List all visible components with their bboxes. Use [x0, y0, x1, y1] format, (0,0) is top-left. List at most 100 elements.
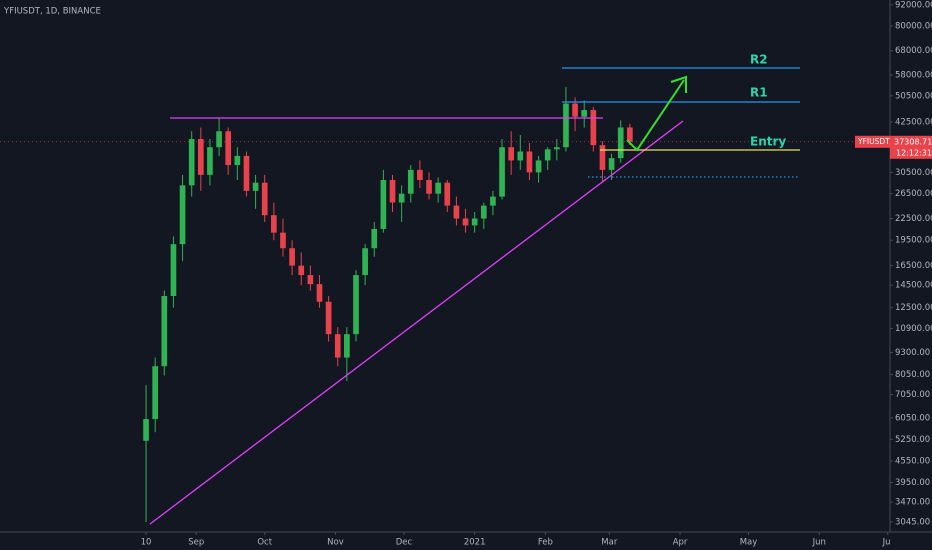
- candle-body: [453, 205, 460, 219]
- x-tick-label: Oct: [257, 538, 272, 548]
- candle-body: [362, 248, 368, 276]
- y-tick-label: 80000.00: [895, 22, 932, 32]
- y-tick-label: 6050.00: [895, 413, 930, 423]
- candle-body: [508, 147, 515, 161]
- candle-body: [152, 366, 159, 420]
- drawings: R2 R1 Entry: [149, 53, 800, 525]
- candle-body: [563, 103, 569, 148]
- candle-body: [599, 145, 606, 170]
- candle-body: [617, 127, 624, 159]
- annotation: Entry: [750, 135, 786, 149]
- candle-body: [207, 147, 213, 175]
- price-tag-label: 37308.71: [894, 137, 932, 146]
- candle-body: [225, 131, 232, 166]
- candle-body: [462, 218, 469, 226]
- candle-body: [289, 248, 295, 266]
- x-tick-label: Dec: [396, 538, 413, 548]
- y-tick-label: 7050.00: [895, 390, 930, 400]
- y-tick-label: 42500.00: [895, 118, 932, 128]
- candle-body: [298, 265, 305, 276]
- price-axis: 3045.00 3470.00 3950.00 4550.00 5250.00 6050.…: [890, 0, 932, 527]
- candle-body: [471, 218, 478, 226]
- candle-body: [490, 196, 496, 206]
- y-tick-label: 14500.00: [895, 281, 932, 291]
- candle-body: [261, 182, 268, 216]
- y-tick-label: 50500.00: [895, 91, 932, 101]
- candle-body: [307, 275, 314, 285]
- candle-body: [526, 151, 533, 173]
- candle-body: [143, 419, 149, 441]
- y-tick-label: 58000.00: [895, 70, 932, 80]
- trend-line: [149, 120, 684, 525]
- y-tick-label: 5250.00: [895, 435, 930, 445]
- annotation: R2: [750, 53, 768, 67]
- y-tick-label: 3470.00: [895, 498, 930, 508]
- x-tick-label: Jul: [882, 538, 893, 548]
- annotation: R1: [750, 86, 768, 100]
- arrow-head: [670, 75, 687, 93]
- y-tick-label: 9300.00: [895, 348, 930, 358]
- candle-body: [344, 334, 350, 358]
- y-tick-label: 68000.00: [895, 46, 932, 56]
- candle-body: [234, 155, 241, 166]
- candle-body: [197, 139, 204, 175]
- y-tick-label: 26500.00: [895, 189, 932, 199]
- candle-body: [271, 215, 277, 233]
- x-tick-label: May: [740, 538, 758, 548]
- y-tick-label: 16500.00: [895, 261, 932, 271]
- countdown-label: 12:12:31: [896, 148, 932, 157]
- x-tick-label: Mar: [601, 538, 618, 548]
- candle-body: [426, 180, 432, 194]
- chart-title: YFIUSDT, 1D, BINANCE: [3, 7, 101, 17]
- candle-body: [325, 301, 332, 335]
- candle-body: [417, 169, 423, 181]
- y-tick-label: 10900.00: [895, 324, 932, 334]
- candle-body: [480, 205, 487, 219]
- candle-body: [161, 296, 168, 367]
- x-tick-label: Feb: [538, 538, 553, 548]
- y-tick-label: 4550.00: [895, 457, 930, 467]
- x-tick-label: Sep: [188, 538, 204, 548]
- candle-body: [435, 182, 441, 194]
- y-tick-label: 3950.00: [895, 478, 930, 488]
- candle-body: [371, 228, 378, 249]
- candle-body: [252, 182, 259, 191]
- candle-body: [535, 160, 542, 173]
- candle-body: [590, 110, 597, 146]
- candle-body: [280, 232, 286, 249]
- candle-body: [499, 147, 505, 197]
- candle-body: [389, 180, 396, 203]
- y-tick-label: 19500.00: [895, 236, 932, 246]
- y-tick-label: 8050.00: [895, 370, 930, 380]
- x-tick-label: 10: [141, 538, 152, 548]
- arrow: [626, 79, 685, 152]
- y-tick-label: 3045.00: [895, 517, 930, 527]
- y-tick-label: 22500.00: [895, 214, 932, 224]
- y-tick-label: 30500.00: [895, 168, 932, 178]
- x-tick-label: Jun: [812, 538, 826, 548]
- candle-body: [243, 155, 250, 191]
- candle-body: [334, 334, 341, 358]
- candle-body: [572, 103, 578, 117]
- candle-body: [353, 275, 359, 335]
- candle-body: [608, 158, 615, 170]
- x-tick-label: Apr: [673, 538, 688, 548]
- candle-body: [553, 147, 560, 150]
- y-tick-label: 92000.00: [895, 0, 932, 10]
- x-tick-label: Nov: [327, 538, 344, 548]
- candle-body: [407, 169, 414, 194]
- price-axis-panel: [890, 0, 932, 550]
- candle-body: [581, 110, 588, 117]
- candle-body: [170, 244, 177, 297]
- candle-body: [517, 151, 524, 161]
- candle-body: [316, 284, 323, 302]
- y-tick-label: 12500.00: [895, 303, 932, 313]
- candle-body: [444, 182, 451, 206]
- candle-body: [179, 185, 186, 245]
- plot-area: 10 Sep Oct Nov Dec 2021 Feb Mar Apr May Jun Jul: [0, 87, 893, 548]
- candle-body: [544, 149, 551, 161]
- symbol-tag-label: YFIUSDT: [857, 137, 890, 146]
- candle-body: [380, 180, 387, 229]
